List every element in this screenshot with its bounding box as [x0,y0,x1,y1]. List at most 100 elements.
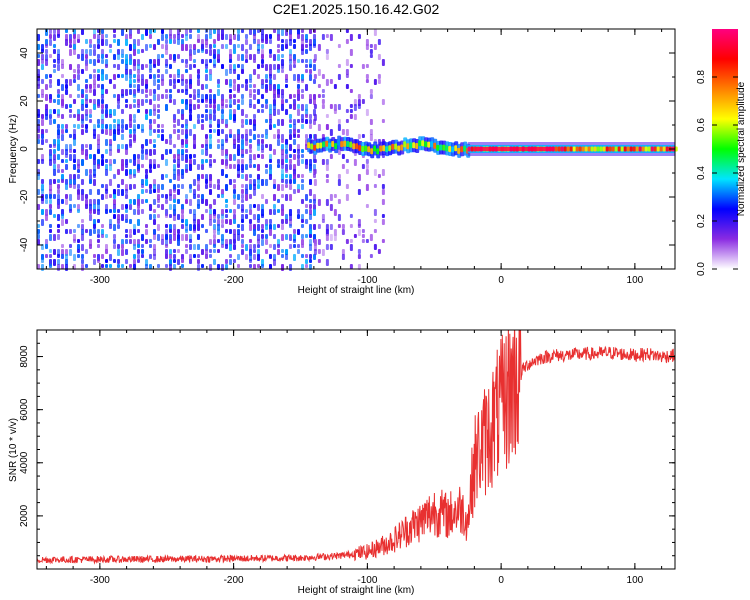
spectrogram-cell [337,74,341,80]
spectrogram-cell [560,146,564,152]
spectrogram-cell [249,89,252,95]
spectrogram-cell [89,114,92,118]
spectrogram-cell [369,134,373,141]
spectrogram-cell [105,39,108,46]
spectrogram-cell [301,79,304,83]
spectrogram-cell [261,234,264,239]
spectrogram-cell [249,149,252,153]
spectrogram-cell [189,154,192,159]
spectrogram-cell [345,39,349,44]
x-tick-label: -100 [357,275,377,286]
spectrogram-cell [217,179,220,184]
spectrogram-cell [97,239,100,243]
spectrogram-cell [201,264,204,268]
spectrogram-cell [225,174,228,178]
spectrogram-cell [337,139,341,146]
spectrogram-cell [93,209,96,214]
spectrogram-cell [301,124,304,129]
spectrogram-cell [173,199,176,203]
spectrogram-cell [265,89,268,93]
spectrogram-cell [217,84,220,88]
spectrogram-cell [241,224,244,231]
spectrogram-cell [193,59,196,63]
spectrogram-cell [77,249,80,253]
spectrogram-cell [345,169,349,174]
spectrogram-cell [309,99,312,104]
spectrogram-cell [265,234,268,239]
spectrogram-cell [65,154,68,158]
spectrogram-cell [97,209,100,215]
spectrogram-cell [197,79,200,86]
spectrogram-cell [173,159,176,163]
spectrogram-cell [596,146,600,152]
spectrogram-cell [237,129,240,135]
spectrogram-cell [269,39,272,44]
spectrogram-x-ticks: -300 -200 -100 0 100 [45,29,663,286]
spectrogram-cell [289,29,292,35]
spectrogram-cell [289,59,292,64]
spectrogram-cell [197,244,200,250]
spectrogram-cell [578,146,582,152]
spectrogram-cell [129,174,132,179]
spectrogram-cell [149,109,152,116]
spectrogram-cell [241,64,244,70]
spectrogram-cell [189,44,192,49]
spectrogram-cell [81,29,84,35]
spectrogram-cell [113,129,116,135]
spectrogram-cell [257,64,260,69]
colorbar-tick-label: 0.4 [696,166,707,180]
spectrogram-cell [109,44,112,48]
spectrogram-cell [293,39,296,43]
spectrogram-cell [381,199,385,205]
spectrogram-cell [165,224,168,228]
x-tick-label: 0 [498,275,504,286]
spectrogram-cell [225,104,228,108]
spectrogram-cell [61,254,64,259]
spectrogram-cell [53,179,56,184]
spectrogram-cell [101,99,104,104]
spectrogram-cell [81,149,84,155]
spectrogram-cell [369,94,373,99]
spectrogram-cell [297,89,300,95]
spectrogram-cell [209,204,212,209]
spectrogram-cell [325,174,329,178]
spectrogram-cell [41,54,44,60]
spectrogram-cell [97,74,100,81]
spectrogram-cell [97,104,100,108]
x-tick-label: -100 [357,575,377,586]
spectrogram-cell [377,174,381,178]
spectrogram-cell [41,159,44,164]
spectrogram-cell [213,199,216,205]
spectrogram-cell [49,109,52,114]
spectrogram-cell [361,134,365,138]
spectrogram-cell [73,184,76,189]
spectrogram-cell [169,229,172,233]
spectrogram-cell [381,99,385,105]
spectrogram-cell [89,214,92,221]
spectrogram-cell [69,94,72,98]
spectrogram-cell [189,224,192,231]
spectrogram-cell [93,159,96,165]
spectrogram-cell [225,199,228,203]
spectrogram-cell [89,119,92,123]
spectrogram-cell [49,159,52,166]
spectrogram-cell [305,64,308,68]
spectrogram-cell [125,64,128,70]
spectrogram-cell [145,229,148,235]
spectrogram-cell [313,34,316,40]
spectrogram-cell [261,84,264,89]
spectrogram-cell [141,249,144,254]
spectrogram-cell [81,254,84,259]
spectrogram-cell [261,54,264,59]
spectrogram-cell [177,164,180,168]
spectrogram-cell [357,104,361,109]
spectrogram-cell [293,149,296,153]
spectrogram-cell [213,224,216,230]
spectrogram-cell [305,59,308,63]
spectrogram-cell [209,179,212,185]
spectrogram-cell [209,94,212,100]
spectrogram-cell [217,29,220,35]
spectrogram-cell [125,89,128,96]
spectrogram-cell [233,164,236,169]
spectrogram-cell [225,204,228,208]
